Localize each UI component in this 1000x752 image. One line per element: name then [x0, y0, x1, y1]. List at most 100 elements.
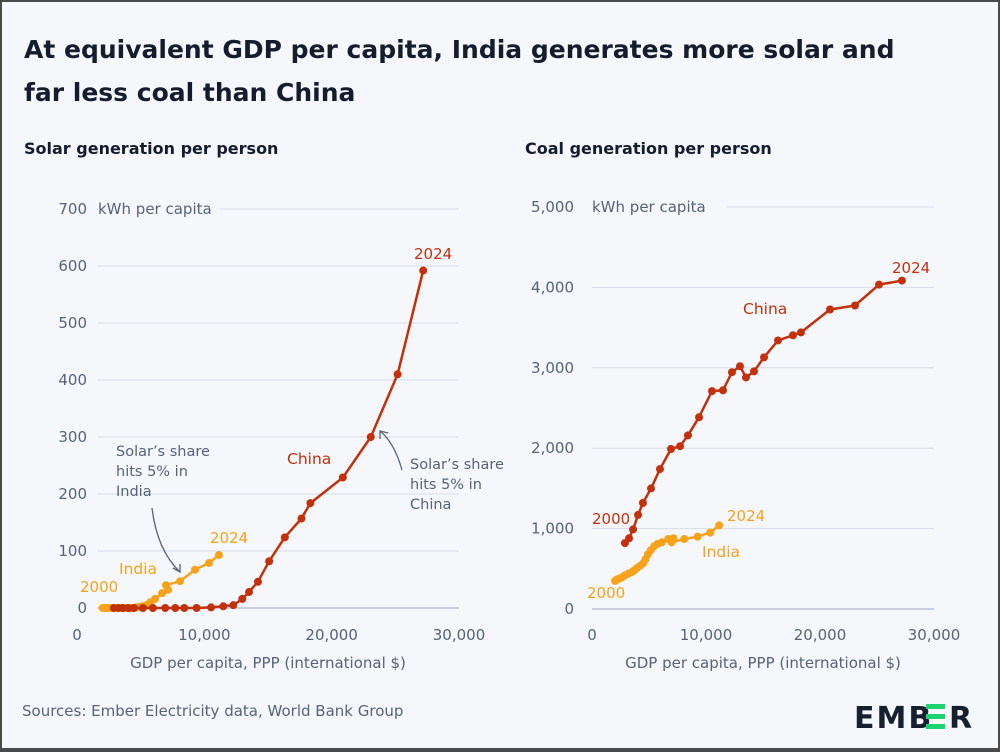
data-point-india: [191, 565, 200, 574]
y-tick-label: 500: [58, 314, 87, 332]
data-point-india: [657, 538, 666, 547]
series-name-label: China: [743, 300, 787, 318]
data-point-china: [124, 604, 133, 612]
data-point-china: [796, 328, 805, 337]
data-point-china: [219, 602, 228, 611]
series-name-label: India: [702, 543, 740, 561]
coal-chart: 0 1,000 2,000 3,000 4,000 5,000 kWh per capita…: [531, 198, 960, 672]
y-tick-label: 3,000: [531, 359, 574, 377]
arrow-head-icon: [172, 564, 181, 574]
data-point-china: [419, 266, 428, 275]
data-point-china: [676, 442, 685, 451]
data-point-china: [655, 465, 664, 474]
x-tick-label: 10,000: [178, 626, 231, 644]
data-point-china: [245, 588, 254, 597]
annotation-china-line: China: [410, 497, 451, 513]
data-point-china: [129, 604, 138, 612]
data-point-china: [742, 373, 751, 382]
data-point-china: [718, 386, 727, 395]
data-point-china: [638, 498, 647, 507]
data-point-china: [774, 336, 783, 345]
data-point-china: [625, 534, 634, 543]
data-point-china: [297, 514, 306, 523]
solar-chart-title: Solar generation per person: [24, 139, 278, 158]
data-point-india: [706, 528, 715, 537]
x-tick-label: 0: [587, 626, 597, 644]
x-tick-label: 20,000: [794, 626, 847, 644]
svg-text:R: R: [949, 701, 972, 736]
annotation-china-line: hits 5% in: [410, 477, 482, 493]
data-point-china: [238, 594, 247, 603]
data-point-china: [306, 499, 315, 508]
data-point-china: [826, 305, 835, 314]
data-point-china: [897, 276, 906, 285]
data-point-china: [118, 604, 127, 612]
y-tick-label: 600: [58, 257, 87, 275]
data-point-india: [680, 535, 689, 544]
data-point-china: [366, 433, 375, 441]
data-point-india: [715, 521, 724, 530]
data-point-china: [695, 413, 704, 422]
coal-chart-title: Coal generation per person: [525, 139, 772, 158]
data-point-india: [667, 538, 676, 547]
series-end-label: 2024: [210, 529, 248, 547]
data-point-china: [207, 603, 216, 612]
data-point-india: [162, 581, 171, 590]
data-point-china: [171, 604, 180, 612]
y-tick-label: 4,000: [531, 278, 574, 296]
y-tick-label: 2,000: [531, 439, 574, 457]
x-tick-label: 20,000: [305, 626, 358, 644]
data-point-china: [138, 604, 147, 612]
data-point-china: [850, 301, 859, 310]
data-point-china: [788, 331, 797, 340]
data-point-china: [683, 431, 692, 440]
data-point-china: [875, 280, 884, 289]
data-point-china: [708, 387, 717, 396]
data-point-china: [749, 367, 758, 376]
data-point-china: [192, 604, 201, 612]
y-tick-label: 200: [58, 485, 87, 503]
data-point-india: [693, 532, 702, 541]
data-point-india: [205, 558, 214, 567]
annotation-arrow: [151, 507, 181, 573]
data-point-china: [161, 604, 170, 612]
series-start-label: 2000: [587, 584, 625, 602]
data-point-china: [760, 353, 769, 362]
data-point-china: [280, 533, 289, 542]
arrow-head-icon: [379, 430, 389, 439]
annotation-india-line: Solar’s share: [116, 444, 210, 460]
y-tick-label: 0: [564, 600, 574, 618]
y-axis-unit-label: kWh per capita: [98, 200, 212, 218]
series-end-label: 2024: [727, 507, 765, 525]
data-point-china: [265, 557, 274, 566]
annotation-india: Solar’s share hits 5% in India: [116, 444, 210, 574]
y-tick-label: 0: [77, 599, 87, 617]
data-point-china: [647, 484, 656, 493]
series-end-label: 2024: [414, 245, 452, 263]
data-point-china: [634, 510, 643, 519]
series-end-label: 2024: [892, 259, 930, 277]
series-name-label: China: [287, 450, 331, 468]
x-tick-label: 0: [72, 626, 82, 644]
data-point-india: [176, 577, 185, 586]
title-line-1: At equivalent GDP per capita, India gene…: [24, 35, 894, 64]
data-point-china: [338, 473, 347, 482]
annotation-india-line: India: [116, 484, 152, 500]
data-point-china: [629, 525, 638, 534]
x-axis-label: GDP per capita, PPP (international $): [625, 654, 901, 672]
annotation-china: Solar’s share hits 5% in China: [379, 430, 504, 513]
series-start-label: 2000: [80, 578, 118, 596]
annotation-arrow: [379, 430, 403, 471]
y-tick-label: 400: [58, 371, 87, 389]
x-axis-label: GDP per capita, PPP (international $): [130, 654, 406, 672]
data-point-india: [151, 594, 160, 603]
series-name-label: India: [119, 560, 157, 578]
data-point-china: [393, 370, 402, 379]
source-note: Sources: Ember Electricity data, World B…: [22, 702, 403, 720]
data-point-india: [214, 550, 223, 559]
y-axis-unit-label: kWh per capita: [592, 198, 706, 216]
y-tick-label: 100: [58, 542, 87, 560]
ember-logo: EMB R: [854, 701, 972, 736]
x-tick-label: 30,000: [433, 626, 486, 644]
